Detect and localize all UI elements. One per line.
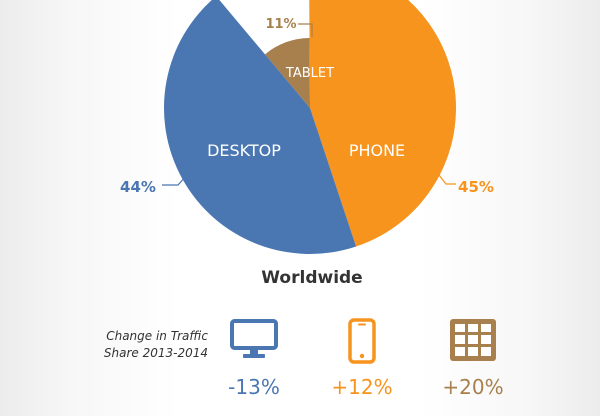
monitor-icon [214, 318, 294, 364]
change-item-desktop: -13% [214, 318, 294, 398]
pct-label-desktop: 44% [120, 178, 156, 196]
slice-label-phone: PHONE [349, 141, 405, 160]
leader-line-desktop [162, 175, 187, 186]
change-item-phone: +12% [322, 318, 402, 398]
leader-line-tablet [298, 23, 313, 37]
smartphone-icon [322, 318, 402, 364]
change-note-line-2: Share 2013-2014 [103, 346, 208, 360]
pie-chart: TABLET PHONE DESKTOP 11% 45% 44% [120, 0, 494, 254]
slice-label-tablet: TABLET [285, 66, 334, 81]
change-value-tablet: +20% [442, 375, 504, 399]
change-value-desktop: -13% [228, 375, 280, 399]
pct-label-tablet: 11% [265, 17, 296, 32]
chart-title: Worldwide [261, 268, 363, 288]
change-note: Change in Traffic Share 2013-2014 [86, 328, 208, 362]
change-item-tablet: +20% [433, 318, 513, 398]
pct-label-phone: 45% [458, 178, 494, 196]
slice-label-desktop: DESKTOP [207, 141, 281, 160]
pie-slice-desktop [163, 0, 357, 254]
change-note-line-1: Change in Traffic [106, 329, 208, 343]
pie-slice-tablet [265, 38, 310, 108]
change-value-phone: +12% [331, 375, 393, 399]
tablet-grid-icon [433, 318, 513, 364]
leader-line-phone [438, 174, 456, 185]
pie-slice-phone [309, 0, 456, 247]
